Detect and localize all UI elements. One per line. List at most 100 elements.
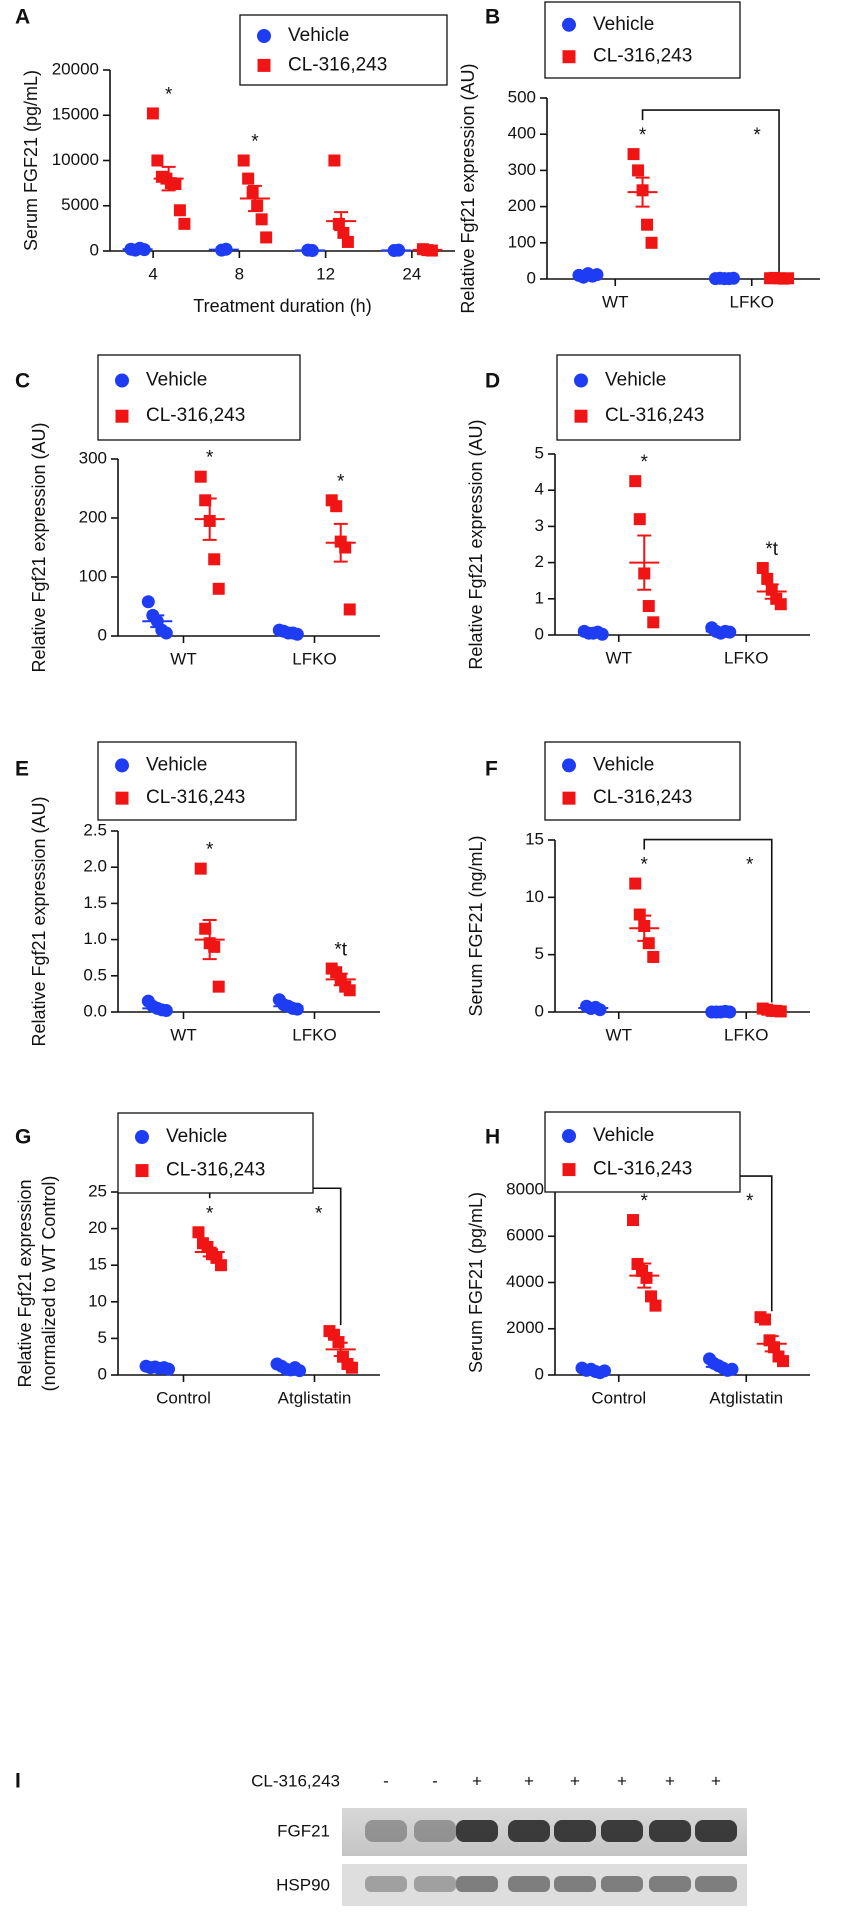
band xyxy=(456,1876,498,1892)
y-axis-label: Relative Fgf21 expression xyxy=(15,1179,35,1387)
y-tick-label: 5 xyxy=(535,443,544,462)
error-bar xyxy=(635,176,650,208)
data-point xyxy=(212,582,225,595)
legend-box xyxy=(97,741,297,821)
y-tick-label: 100 xyxy=(508,232,536,251)
legend-marker xyxy=(135,1164,149,1178)
data-point xyxy=(632,164,645,177)
panel-label: H xyxy=(485,1126,500,1149)
legend-label: Vehicle xyxy=(288,25,349,46)
y-tick-label: 0 xyxy=(535,1001,544,1020)
data-point xyxy=(647,616,660,629)
legend-marker xyxy=(562,758,576,773)
legend-marker xyxy=(115,758,129,773)
data-point xyxy=(330,500,343,513)
error-bar xyxy=(637,1262,652,1289)
data-point xyxy=(629,475,642,488)
y-tick-label: 1.0 xyxy=(83,929,107,948)
lane-label: + xyxy=(524,1771,534,1790)
legend-label: Vehicle xyxy=(593,14,654,35)
legend-box xyxy=(544,741,741,821)
data-point xyxy=(255,213,268,226)
y-axis-label: Relative Fgf21 expression (AU) xyxy=(466,419,486,669)
panel-label: G xyxy=(15,1126,31,1149)
y-axis-label: Serum FGF21 (pg/mL) xyxy=(466,1192,486,1373)
data-point xyxy=(774,1005,787,1018)
y-axis-label: Relative Fgf21 expression (AU) xyxy=(29,422,49,672)
y-axis-label: Serum FGF21 (pg/mL) xyxy=(21,70,41,251)
x-tick-label: WT xyxy=(602,292,628,311)
y-tick-label: 500 xyxy=(508,87,536,106)
annotation: * xyxy=(206,840,214,861)
y-tick-label: 15000 xyxy=(52,105,99,124)
y-tick-label: 10 xyxy=(88,1291,107,1310)
annotation: * xyxy=(206,1203,214,1224)
error-bar xyxy=(334,211,349,232)
annotation: * xyxy=(641,855,649,876)
y-tick-label: 25 xyxy=(88,1181,107,1200)
error-bar xyxy=(333,972,348,987)
error-bar xyxy=(333,522,348,563)
legend-marker xyxy=(135,1130,149,1144)
y-tick-label: 300 xyxy=(508,160,536,179)
y-tick-label: 15 xyxy=(525,829,544,848)
y-tick-label: 0 xyxy=(535,1364,544,1383)
legend-label: CL-316,243 xyxy=(593,787,692,808)
annotation: * xyxy=(251,132,259,153)
data-point xyxy=(328,154,341,167)
y-tick-label: 2000 xyxy=(506,1318,544,1337)
data-point xyxy=(777,1355,789,1368)
y-tick-label: 20000 xyxy=(52,59,99,78)
y-tick-label: 300 xyxy=(79,448,107,467)
y-tick-label: 1 xyxy=(535,588,544,607)
treatment-label: CL-316,243 xyxy=(251,1771,340,1790)
legend-box xyxy=(544,1111,741,1193)
annotation: *t xyxy=(334,940,347,961)
chart: A 0 5000 10000 15000 20000 Serum FGF21 (pg/mL)… xyxy=(15,6,455,316)
error-bar xyxy=(202,919,217,961)
data-point xyxy=(242,172,255,185)
y-tick-label: 2.5 xyxy=(83,820,107,839)
x-tick-label: Control xyxy=(591,1388,646,1407)
error-bar xyxy=(202,497,217,541)
error-bar xyxy=(764,1335,779,1353)
legend-box xyxy=(556,354,741,441)
x-tick-label: WT xyxy=(606,1025,632,1044)
x-tick-label: WT xyxy=(170,1025,196,1044)
data-point xyxy=(159,626,173,640)
x-tick-label: LFKO xyxy=(292,1025,336,1044)
data-point xyxy=(343,603,356,616)
error-bar xyxy=(713,629,728,634)
panel-label: C xyxy=(15,370,30,393)
y-tick-label: 8000 xyxy=(506,1179,544,1198)
error-bar xyxy=(586,1368,601,1373)
error-bar xyxy=(130,247,145,251)
y-axis-label: Serum FGF21 (ng/mL) xyxy=(466,835,486,1016)
data-point xyxy=(162,1362,176,1376)
comparison-label: * xyxy=(746,1191,754,1212)
band xyxy=(695,1876,737,1892)
error-bar xyxy=(713,1364,728,1370)
error-bar xyxy=(637,534,652,591)
y-tick-label: 2.0 xyxy=(83,857,107,876)
annotation: * xyxy=(639,125,647,146)
y-tick-label: 10 xyxy=(525,887,544,906)
error-bar xyxy=(150,1005,165,1011)
legend-label: CL-316,243 xyxy=(605,405,704,426)
legend-label: Vehicle xyxy=(146,370,207,391)
legend-label: CL-316,243 xyxy=(146,405,245,426)
data-point xyxy=(214,1259,227,1272)
data-point xyxy=(212,980,225,993)
data-point xyxy=(199,922,212,935)
data-point xyxy=(761,572,774,585)
lane-label: - xyxy=(432,1771,438,1790)
error-bar xyxy=(764,583,779,600)
legend-marker xyxy=(574,373,588,388)
legend-label: Vehicle xyxy=(146,754,207,775)
error-bar xyxy=(247,184,262,213)
legend-label: CL-316,243 xyxy=(593,46,692,67)
annotation: *t xyxy=(765,539,778,560)
western-blot: I CL-316,243 FGF21 HSP90 - - + + + + + + xyxy=(15,1770,747,1906)
y-tick-label: 5000 xyxy=(61,195,99,214)
y-axis-label: Relative Fgf21 expression (AU) xyxy=(29,796,49,1046)
